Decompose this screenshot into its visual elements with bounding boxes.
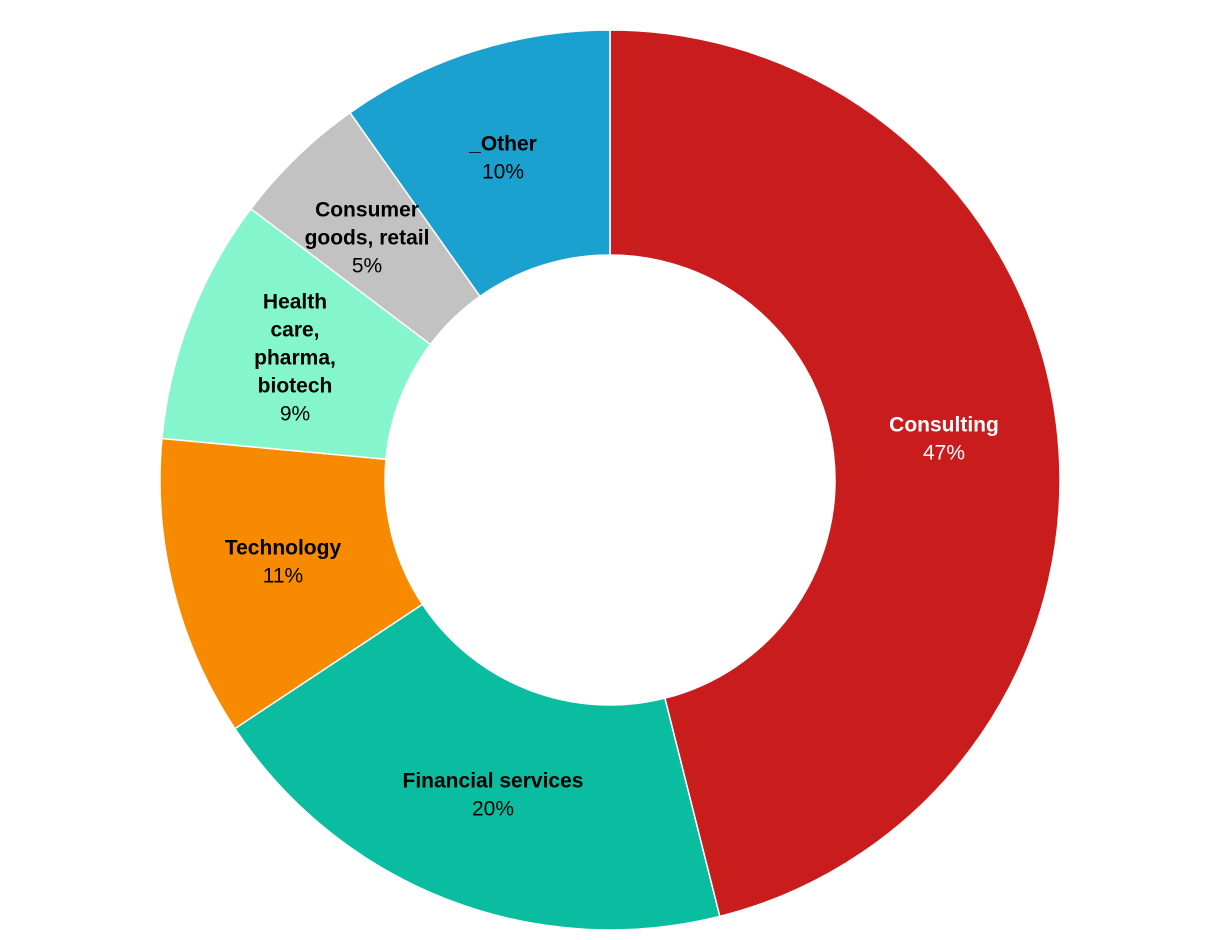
slice-other xyxy=(348,29,611,298)
labels-group: Consulting 47% Financial services 20% Techno… xyxy=(225,133,999,821)
slice-label-line: Technology xyxy=(225,537,342,560)
slice-value-label: 20% xyxy=(472,798,514,821)
slice-label-line: _Other xyxy=(468,133,537,156)
slice-label-line: Consulting xyxy=(889,414,999,437)
slice-label-health-care-pharma-biotech: Health care, pharma, biotech 9% xyxy=(254,291,336,426)
slice-value-label: 9% xyxy=(280,403,310,426)
slice-label-consulting: Consulting 47% xyxy=(889,414,999,465)
slice-health-care-pharma-biotech xyxy=(161,207,432,461)
slice-label-line: Consumer xyxy=(315,199,419,222)
slice-label-line: Financial services xyxy=(403,770,584,793)
slice-label-consumer-goods-retail: Consumer goods, retail 5% xyxy=(305,199,430,278)
slice-financial-services xyxy=(233,603,721,931)
slice-consulting xyxy=(609,29,1061,918)
slice-value-label: 11% xyxy=(263,565,303,588)
slice-label-other: _Other 10% xyxy=(468,133,537,184)
slice-label-technology: Technology 11% xyxy=(225,537,342,588)
slice-label-line: biotech xyxy=(258,375,333,398)
slice-technology xyxy=(159,437,424,730)
slice-label-line: Health xyxy=(263,291,327,314)
slices-group xyxy=(159,29,1061,931)
slice-value-label: 5% xyxy=(352,255,382,278)
slice-value-label: 10% xyxy=(482,161,524,184)
slice-value-label: 47% xyxy=(923,442,965,465)
slice-label-line: care, xyxy=(270,319,319,342)
slice-label-financial-services: Financial services 20% xyxy=(403,770,584,821)
slice-label-line: goods, retail xyxy=(305,227,430,250)
slice-label-line: pharma, xyxy=(254,347,336,370)
